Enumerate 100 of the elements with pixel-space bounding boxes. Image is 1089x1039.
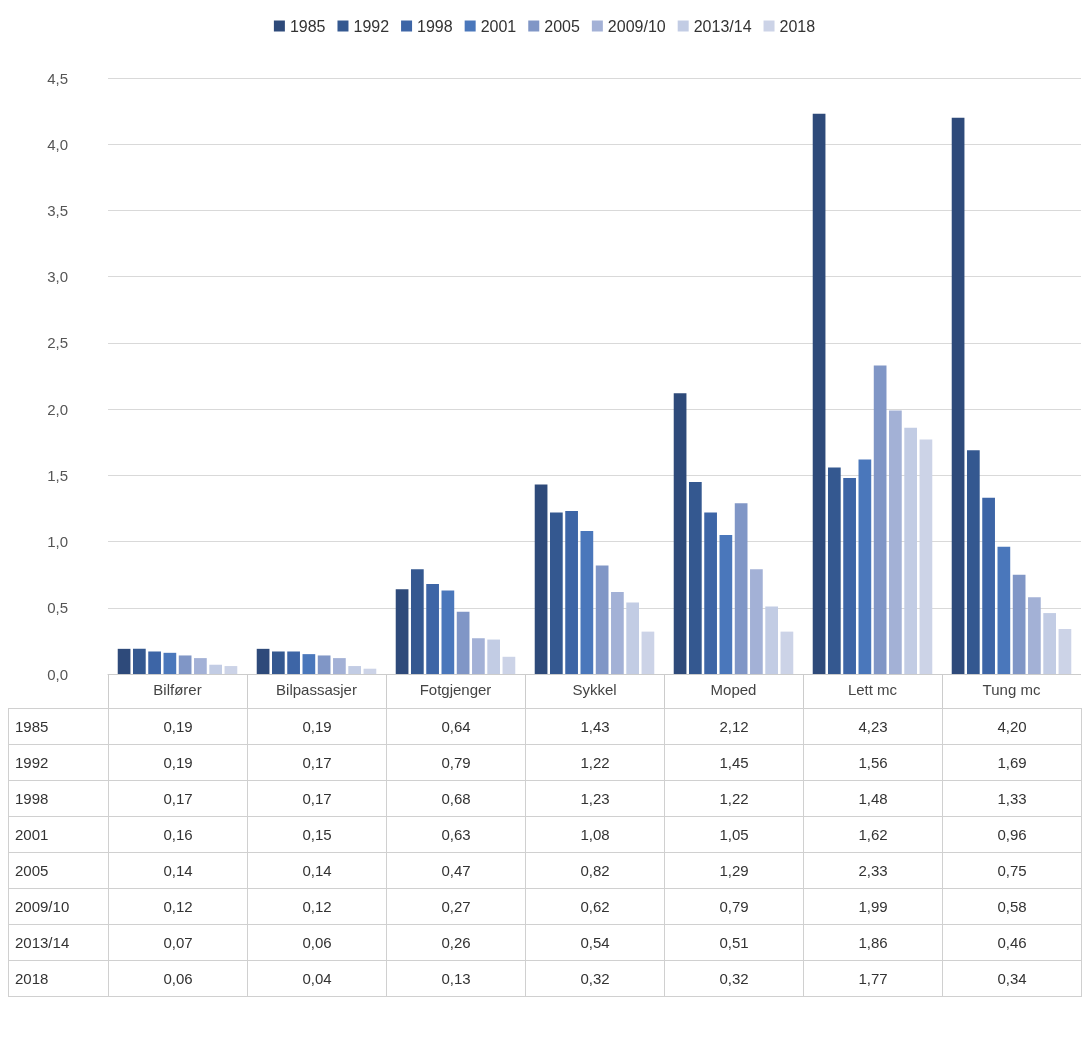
y-tick-label: 4,5 xyxy=(47,69,68,87)
bar xyxy=(426,583,439,674)
bar xyxy=(966,450,980,674)
text: 1998 xyxy=(15,790,49,807)
data-label: 1,86 xyxy=(803,924,943,961)
data-label: 0,46 xyxy=(942,924,1082,961)
bar xyxy=(271,651,285,674)
bar xyxy=(997,546,1011,674)
data-label: 1,43 xyxy=(525,708,665,745)
data-label: 1,08 xyxy=(525,816,665,853)
data-label: 0,12 xyxy=(108,888,248,925)
bar xyxy=(673,393,687,674)
bar xyxy=(812,113,826,674)
data-label: 1,48 xyxy=(803,780,943,817)
bar xyxy=(456,611,470,674)
y-tick-label: 4,0 xyxy=(47,135,68,153)
bar xyxy=(595,565,609,674)
data-label: 0,04 xyxy=(247,960,387,997)
data-label: 0,51 xyxy=(664,924,804,961)
x-tick-label: Lett mc xyxy=(847,681,898,698)
bar xyxy=(580,530,594,674)
data-label: 0,62 xyxy=(525,888,665,925)
legend-label: 2018 xyxy=(779,17,816,35)
text: 1992 xyxy=(15,754,49,771)
data-label: 0,15 xyxy=(247,816,387,853)
text: 2009/10 xyxy=(15,898,70,915)
bar xyxy=(719,534,733,674)
y-tick-label: 1,5 xyxy=(47,466,68,484)
bar xyxy=(611,591,624,674)
data-label: 0,75 xyxy=(942,852,1082,889)
data-label: 1,99 xyxy=(803,888,943,925)
data-label: 0,96 xyxy=(942,816,1082,853)
data-label: 0,07 xyxy=(108,924,248,961)
data-label: 0,16 xyxy=(108,816,248,853)
bar xyxy=(765,606,779,674)
data-label: 1,45 xyxy=(664,744,804,781)
x-tick-label: Fotgjenger xyxy=(419,681,492,698)
bar xyxy=(148,651,161,674)
data-label: 0,17 xyxy=(247,780,387,817)
data-label: 0,54 xyxy=(525,924,665,961)
data-label: 0,19 xyxy=(108,744,248,781)
data-label: 4,20 xyxy=(942,708,1082,745)
bar xyxy=(256,648,270,674)
bar xyxy=(873,365,887,674)
bar xyxy=(395,589,409,674)
data-label: 1,33 xyxy=(942,780,1082,817)
bar xyxy=(734,503,748,674)
bar xyxy=(178,655,192,674)
bar xyxy=(132,648,146,674)
bar xyxy=(858,459,872,674)
bar xyxy=(1012,574,1026,674)
data-label: 0,27 xyxy=(386,888,526,925)
data-label: 1,23 xyxy=(525,780,665,817)
data-label: 0,32 xyxy=(664,960,804,997)
data-label: 0,63 xyxy=(386,816,526,853)
data-label: 0,47 xyxy=(386,852,526,889)
text: 2018 xyxy=(15,970,49,987)
data-label: 1,22 xyxy=(664,780,804,817)
bar xyxy=(333,658,346,674)
bar xyxy=(919,439,933,674)
bar xyxy=(472,638,485,674)
y-tick-label: 2,0 xyxy=(47,400,68,418)
data-label: 0,17 xyxy=(247,744,387,781)
data-label: 0,32 xyxy=(525,960,665,997)
x-tick-label: Bilfører xyxy=(153,681,202,698)
data-label: 0,26 xyxy=(386,924,526,961)
bar xyxy=(982,497,995,674)
text: 1985 xyxy=(15,718,49,735)
bar xyxy=(750,569,763,674)
bar xyxy=(224,666,238,674)
bar xyxy=(487,639,501,674)
text: 2001 xyxy=(15,826,49,843)
data-label: 1,77 xyxy=(803,960,943,997)
bar xyxy=(363,668,377,674)
bar xyxy=(626,602,640,674)
text: 2005 xyxy=(15,862,49,879)
bar xyxy=(117,648,131,674)
data-label: 0,64 xyxy=(386,708,526,745)
bar xyxy=(549,512,563,674)
legend-label: 2013/14 xyxy=(693,17,752,35)
data-label: 0,79 xyxy=(386,744,526,781)
legend-label: 1985 xyxy=(289,17,326,35)
data-label: 0,13 xyxy=(386,960,526,997)
bar xyxy=(1058,628,1072,674)
data-label: 0,19 xyxy=(247,708,387,745)
y-tick-label: 1,0 xyxy=(47,533,68,551)
bar xyxy=(904,427,918,674)
data-label: 0,06 xyxy=(247,924,387,961)
bar xyxy=(889,410,902,674)
bar xyxy=(1043,613,1057,674)
data-label: 1,62 xyxy=(803,816,943,853)
legend-label: 2005 xyxy=(544,17,580,35)
bar xyxy=(843,477,856,674)
data-label: 0,12 xyxy=(247,888,387,925)
data-label: 0,34 xyxy=(942,960,1082,997)
x-tick-label: Sykkel xyxy=(572,681,617,698)
data-label: 2,12 xyxy=(664,708,804,745)
legend-label: 1992 xyxy=(353,17,390,35)
data-label: 0,06 xyxy=(108,960,248,997)
data-label: 1,29 xyxy=(664,852,804,889)
